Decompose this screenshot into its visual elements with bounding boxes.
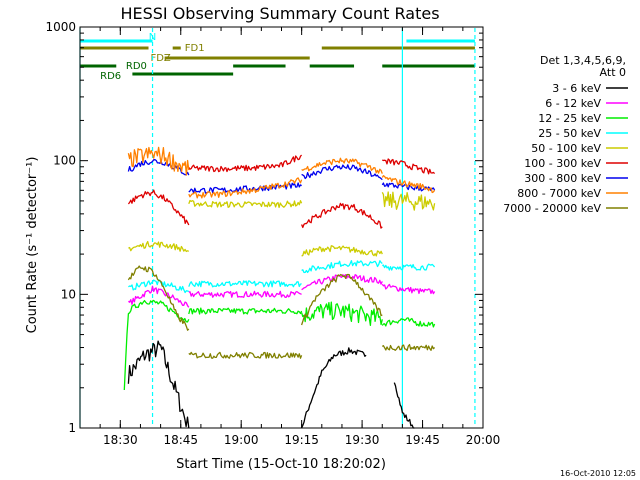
legend-label: 6 - 12 keV: [545, 97, 601, 110]
legend: Det 1,3,4,5,6,9,Att 0 3 - 6 keV 6 - 12 keV…: [503, 54, 628, 215]
flag-label-fd1: FD1: [185, 43, 205, 54]
series-line-6-12-kev: [301, 274, 383, 291]
legend-label: 12 - 25 keV: [538, 112, 601, 125]
legend-label: 300 - 800 keV: [524, 172, 601, 185]
x-tick-label: 19:15: [284, 433, 319, 447]
x-tick-label: 19:00: [224, 433, 259, 447]
x-tick-label: 19:45: [405, 433, 440, 447]
timestamp-stamp: 16-Oct-2010 12:05: [560, 469, 636, 478]
series-line-12-25-kev: [381, 317, 436, 328]
series-line-300-800-kev: [301, 164, 383, 181]
chart-title: HESSI Observing Summary Count Rates: [120, 4, 439, 23]
series-line-100-300-kev: [300, 202, 383, 229]
legend-label: 100 - 300 keV: [524, 157, 601, 170]
series-line-100-300-kev: [382, 158, 436, 175]
series-line-50-100-kev: [128, 240, 190, 253]
legend-label: 800 - 7000 keV: [517, 187, 601, 200]
series-line-50-100-kev: [188, 199, 303, 209]
y-tick-label: 100: [53, 154, 76, 168]
series-line-100-300-kev: [127, 189, 190, 226]
series-line-800-7000-kev: [301, 157, 383, 174]
y-tick-label: 1: [68, 421, 76, 435]
series-line-7000-20000-kev: [188, 351, 303, 359]
series-line-300-800-kev: [381, 182, 436, 192]
series-line-25-50-kev: [382, 263, 436, 271]
series-line-800-7000-kev: [188, 177, 303, 199]
series-line-12-25-kev: [123, 299, 190, 391]
series-line-25-50-kev: [188, 280, 302, 288]
x-tick-label: 18:30: [103, 433, 138, 447]
x-tick-label: 19:30: [345, 433, 380, 447]
flag-label-rd6: RD6: [100, 71, 121, 82]
legend-label: 3 - 6 keV: [552, 82, 601, 95]
flag-label-fdz: FDZ: [150, 53, 170, 64]
y-tick-label: 10: [61, 287, 76, 301]
legend-label: 50 - 100 keV: [531, 142, 601, 155]
legend-label: 7000 - 20000 keV: [503, 202, 601, 215]
x-axis-label: Start Time (15-Oct-10 18:20:02): [176, 457, 386, 472]
flag-bars: NFD1FDZRD0RD6: [80, 32, 475, 82]
series-line-25-50-kev: [301, 260, 383, 274]
legend-label: 25 - 50 keV: [538, 127, 601, 140]
axes: 1 10 100 1000 18:30 18:45 19:00 19:15 19:30 19:45…: [45, 20, 500, 447]
series-line-6-12-kev: [128, 285, 190, 308]
series-line-7000-20000-kev: [300, 273, 383, 326]
legend-header: Det 1,3,4,5,6,9,: [540, 54, 626, 67]
legend-header: Att 0: [600, 66, 626, 79]
series-line-7000-20000-kev: [381, 343, 436, 352]
x-tick-label: 20:00: [466, 433, 501, 447]
series-line-6-12-kev: [381, 283, 436, 295]
flag-label-rd0: RD0: [126, 61, 147, 72]
series-line-12-25-kev: [300, 301, 383, 327]
series-line-7000-20000-kev: [127, 265, 190, 331]
plot-frame: [79, 26, 484, 429]
series-line-3-6-kev: [301, 347, 367, 429]
series-line-100-300-kev: [188, 154, 303, 173]
series-line-50-100-kev: [381, 191, 436, 211]
series-line-800-7000-kev: [381, 175, 436, 194]
series-line-50-100-kev: [301, 245, 383, 257]
series-line-800-7000-kev: [127, 146, 190, 176]
series-line-12-25-kev: [188, 307, 303, 315]
plot-area: [79, 28, 476, 429]
y-axis-label: Count Rate (s⁻¹ detector⁻¹): [25, 157, 40, 334]
series-line-6-12-kev: [188, 290, 302, 298]
y-tick-label: 1000: [45, 20, 76, 34]
series-line-3-6-kev: [127, 340, 190, 429]
x-tick-label: 18:45: [163, 433, 198, 447]
series-line-3-6-kev: [393, 382, 415, 429]
